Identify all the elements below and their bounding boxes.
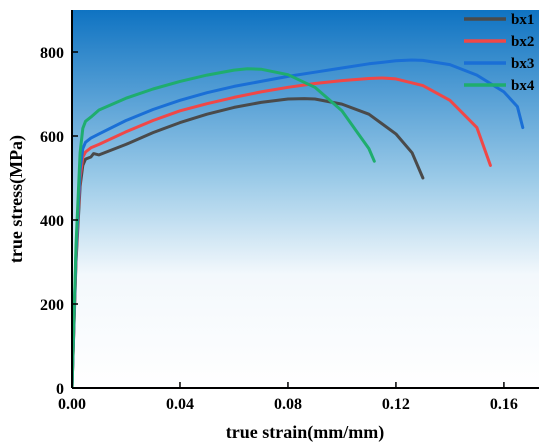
series-line-bx2 [72, 76, 492, 388]
plot-background [72, 10, 539, 388]
series-line-bx3 [72, 58, 525, 388]
legend-label-bx2: bx2 [511, 34, 534, 50]
x-tick-label: 0.04 [166, 396, 194, 413]
x-tick-label: 0.08 [274, 396, 302, 413]
series-layer [72, 58, 525, 388]
legend-label-bx4: bx4 [511, 78, 535, 94]
ticks-layer: 0.00 0.04 0.08 0.12 0.16 0 200 400 600 800 [40, 45, 518, 413]
x-tick-label: 0.12 [382, 396, 410, 413]
y-tick-label: 200 [40, 297, 64, 314]
x-tick-label: 0.16 [490, 396, 518, 413]
y-tick-label: 400 [40, 213, 64, 230]
legend: bx1 bx2 bx3 bx4 [464, 12, 535, 94]
legend-label-bx3: bx3 [511, 56, 534, 72]
legend-label-bx1: bx1 [511, 12, 534, 28]
series-line-bx1 [72, 97, 425, 388]
y-tick-label: 0 [56, 381, 64, 398]
series-line-bx4 [72, 67, 376, 388]
y-tick-label: 600 [40, 129, 64, 146]
x-tick-label: 0.00 [58, 396, 86, 413]
x-axis-title: true strain(mm/mm) [226, 422, 384, 443]
y-axis-title: true stress(MPa) [6, 135, 27, 263]
y-tick-label: 800 [40, 45, 64, 62]
